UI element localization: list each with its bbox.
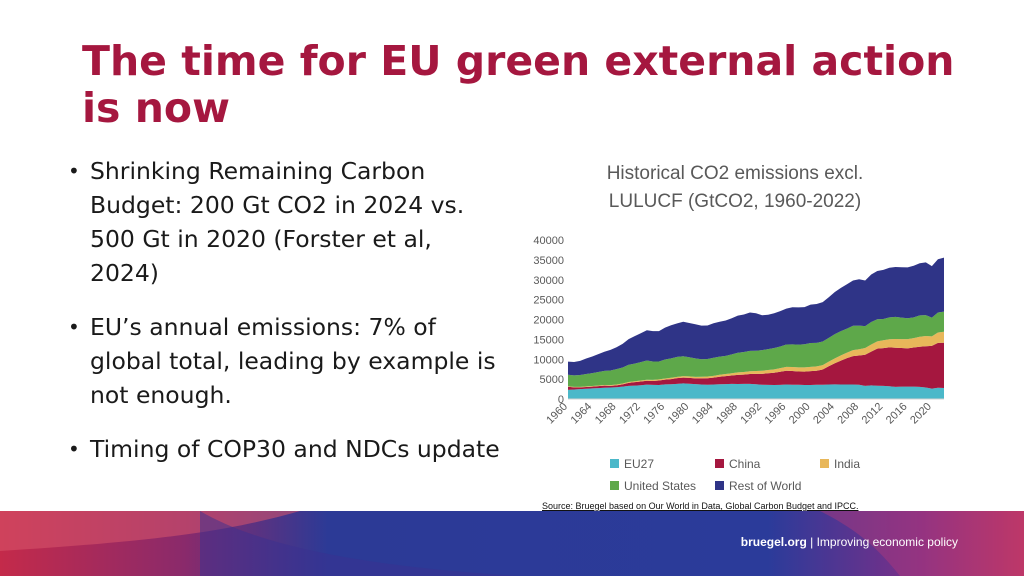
x-tick-label: 1988 — [714, 401, 740, 427]
y-tick-label: 35000 — [533, 255, 564, 267]
x-tick-label: 2000 — [787, 401, 813, 427]
slide-title: The time for EU green external action is… — [82, 37, 955, 132]
x-tick-label: 1960 — [544, 401, 570, 427]
chart-title: Historical CO2 emissions excl. LULUCF (G… — [520, 160, 950, 216]
legend-label: China — [729, 457, 761, 471]
x-tick-label: 1964 — [569, 401, 595, 427]
footer-site-link[interactable]: bruegel.org — [740, 535, 807, 549]
area-series-rest-of-world — [568, 257, 944, 376]
bullet-item: • Shrinking Remaining Carbon Budget: 200 … — [68, 154, 508, 290]
x-tick-label: 1984 — [690, 401, 716, 427]
source-note: Source: Bruegel based on Our World in Da… — [542, 501, 859, 511]
legend-swatch — [610, 459, 619, 468]
bullet-text: Timing of COP30 and NDCs update — [90, 435, 500, 463]
x-tick-label: 2020 — [908, 401, 934, 427]
x-tick-label: 2016 — [884, 401, 910, 427]
footer-separator: | — [806, 535, 817, 549]
legend-label: United States — [624, 479, 696, 493]
chart-title-line: Historical CO2 emissions excl. — [606, 163, 864, 184]
bullet-item: • EU’s annual emissions: 7% of global tot… — [68, 310, 508, 412]
footer-tagline: Improving economic policy — [816, 535, 958, 549]
bullet-text: EU’s annual emissions: 7% of global tota… — [90, 313, 496, 409]
footer-text: bruegel.org | Improving economic policy — [741, 535, 958, 549]
legend-swatch — [820, 459, 829, 468]
legend-swatch — [610, 481, 619, 490]
legend-label: EU27 — [624, 457, 654, 471]
bullet-list: • Shrinking Remaining Carbon Budget: 200 … — [68, 154, 508, 486]
y-tick-label: 10000 — [533, 354, 564, 366]
footer-band — [0, 511, 1024, 576]
x-tick-label: 1992 — [738, 401, 764, 427]
area-series-china — [568, 342, 944, 390]
y-tick-label: 0 — [558, 394, 564, 406]
y-tick-label: 15000 — [533, 334, 564, 346]
y-tick-label: 20000 — [533, 315, 564, 327]
x-tick-label: 1976 — [641, 401, 667, 427]
legend-swatch — [715, 459, 724, 468]
x-tick-label: 2004 — [811, 401, 837, 427]
bullet-dot-icon: • — [68, 437, 80, 461]
y-tick-label: 40000 — [533, 235, 564, 247]
x-tick-label: 1980 — [666, 401, 692, 427]
emissions-chart: Historical CO2 emissions excl. LULUCF (G… — [520, 160, 960, 510]
y-tick-label: 30000 — [533, 275, 564, 287]
y-tick-label: 25000 — [533, 295, 564, 307]
area-series-eu27 — [568, 383, 944, 399]
x-tick-label: 1996 — [763, 401, 789, 427]
bullet-dot-icon: • — [68, 159, 80, 183]
x-tick-label: 2012 — [860, 401, 886, 427]
stacked-area-chart: 0 5000 10000 15000 20000 25000 30000 35000 40000… — [533, 235, 944, 493]
area-series-united-states — [568, 311, 944, 387]
y-tick-label: 5000 — [540, 374, 564, 386]
bullet-dot-icon: • — [68, 315, 80, 339]
legend-swatch — [715, 481, 724, 490]
legend-label: India — [834, 457, 860, 471]
bullet-item: • Timing of COP30 and NDCs update — [68, 432, 508, 466]
chart-title-line: LULUCF (GtCO2, 1960-2022) — [608, 191, 862, 212]
legend-label: Rest of World — [729, 479, 801, 493]
bullet-text: Shrinking Remaining Carbon Budget: 200 G… — [90, 157, 465, 287]
x-tick-label: 1972 — [617, 401, 643, 427]
x-tick-label: 2008 — [835, 401, 861, 427]
x-tick-label: 1968 — [593, 401, 619, 427]
